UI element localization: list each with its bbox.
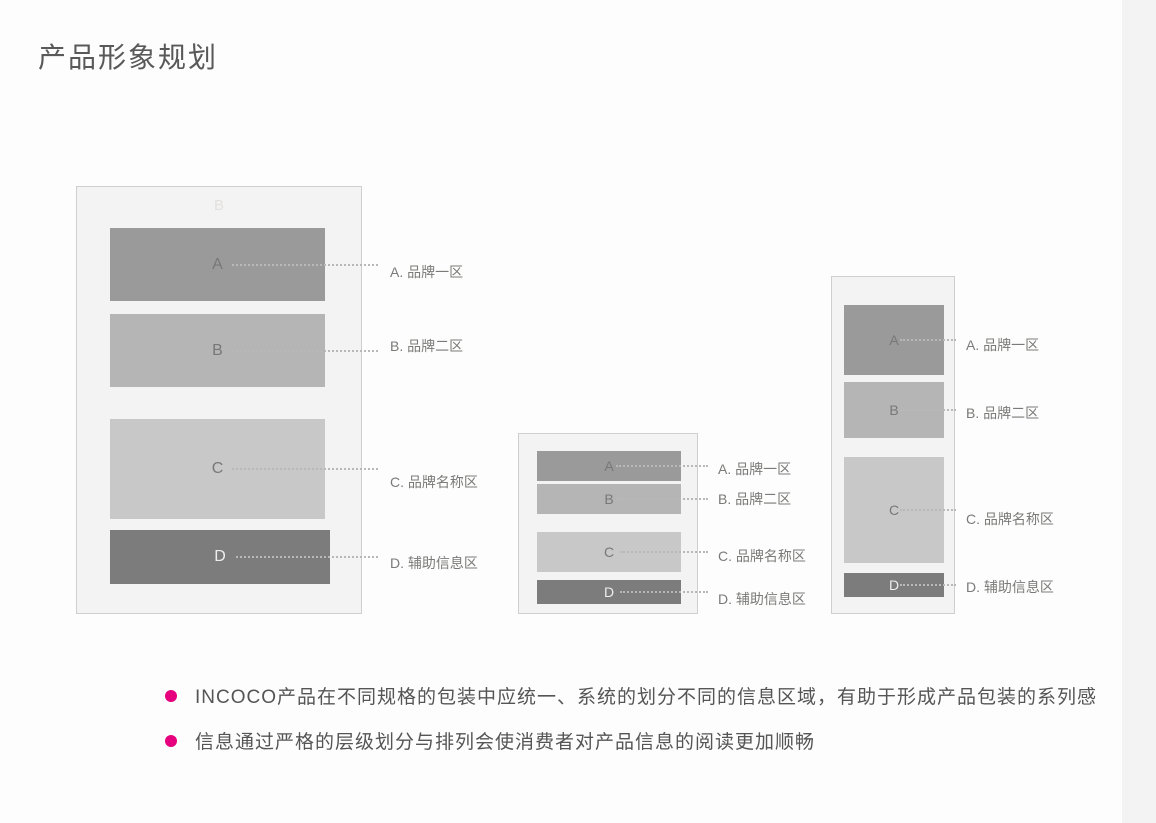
bullet-item: 信息通过严格的层级划分与排列会使消费者对产品信息的阅读更加顺畅: [165, 727, 1097, 754]
connector-tl-d: [900, 584, 956, 586]
connector-md-a: [616, 465, 708, 467]
connector-md-b: [616, 498, 708, 500]
zone-note-tl-c: C. 品牌名称区: [966, 509, 1054, 529]
card-medium: ABCD: [518, 433, 698, 614]
zone-note-md-b: B. 品牌二区: [718, 489, 791, 509]
bullet-text: INCOCO产品在不同规格的包装中应统一、系统的划分不同的信息区域，有助于形成产…: [195, 682, 1097, 709]
zone-note-lg-d: D. 辅助信息区: [390, 553, 478, 573]
card-header-label: B: [77, 197, 361, 214]
bullet-text: 信息通过严格的层级划分与排列会使消费者对产品信息的阅读更加顺畅: [195, 727, 815, 754]
connector-lg-b: [232, 350, 378, 352]
connector-tl-a: [900, 339, 956, 341]
zone-note-lg-b: B. 品牌二区: [390, 336, 463, 356]
bullet-dot-icon: [165, 690, 177, 702]
bullet-dot-icon: [165, 735, 177, 747]
connector-tl-c: [900, 509, 956, 511]
connector-tl-b: [900, 409, 956, 411]
card-large: BABCD: [76, 186, 362, 614]
card-tall: ABCD: [831, 276, 955, 614]
right-strip: [1122, 0, 1156, 823]
connector-lg-d: [236, 556, 378, 558]
zone-note-tl-b: B. 品牌二区: [966, 403, 1039, 423]
connector-md-d: [620, 591, 708, 593]
zone-note-md-a: A. 品牌一区: [718, 459, 791, 479]
zone-note-md-d: D. 辅助信息区: [718, 589, 806, 609]
bullet-item: INCOCO产品在不同规格的包装中应统一、系统的划分不同的信息区域，有助于形成产…: [165, 682, 1097, 709]
connector-md-c: [620, 551, 708, 553]
page-title: 产品形象规划: [38, 36, 218, 76]
bullet-list: INCOCO产品在不同规格的包装中应统一、系统的划分不同的信息区域，有助于形成产…: [165, 682, 1097, 772]
zone-note-lg-a: A. 品牌一区: [390, 262, 463, 282]
connector-lg-c: [232, 468, 378, 470]
zone-note-lg-c: C. 品牌名称区: [390, 472, 478, 492]
zone-note-tl-a: A. 品牌一区: [966, 335, 1039, 355]
zone-note-tl-d: D. 辅助信息区: [966, 577, 1054, 597]
zone-note-md-c: C. 品牌名称区: [718, 546, 806, 566]
connector-lg-a: [232, 264, 378, 266]
